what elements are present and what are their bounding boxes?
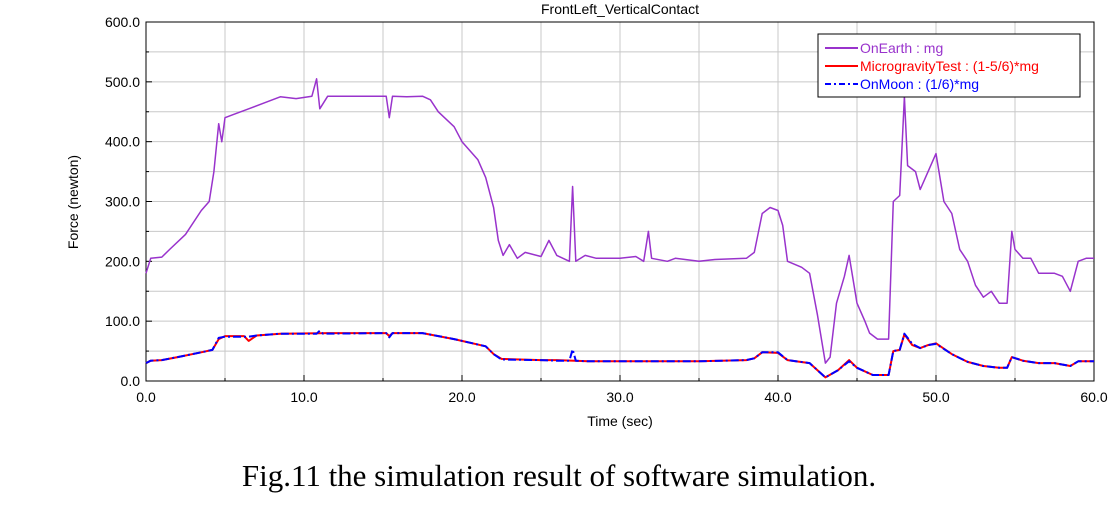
x-tick-label: 40.0 xyxy=(764,389,791,405)
legend-box xyxy=(817,33,1081,98)
y-axis-label: Force (newton) xyxy=(65,155,81,249)
series-layer xyxy=(145,78,1094,379)
series-line-1 xyxy=(145,78,1094,364)
y-tick-label: 300.0 xyxy=(105,194,140,210)
ticks: 0.0 10.0 20.0 30.0 40.0 50.0 60.0 0.0 100.0 200.0… xyxy=(105,14,1108,405)
x-tick-label: 10.0 xyxy=(290,389,317,405)
chart-title: FrontLeft_VerticalContact xyxy=(541,1,699,17)
figure-caption: Fig.11 the simulation result of software… xyxy=(241,458,877,493)
y-tick-label: 100.0 xyxy=(105,313,140,329)
x-tick-label: 50.0 xyxy=(922,389,949,405)
x-axis-label: Time (sec) xyxy=(587,413,653,429)
y-tick-label: 500.0 xyxy=(105,74,140,90)
legend-label: OnMoon : (1/6)*mg xyxy=(860,76,979,92)
x-tick-label: 30.0 xyxy=(606,389,633,405)
series-line-3 xyxy=(145,329,1094,379)
x-tick-label: 0.0 xyxy=(136,389,156,405)
x-tick-label: 20.0 xyxy=(448,389,475,405)
chart: 0.0 10.0 20.0 30.0 40.0 50.0 60.0 0.0 100.0 200.0… xyxy=(65,1,1108,429)
y-tick-label: 0.0 xyxy=(121,373,141,389)
y-tick-label: 600.0 xyxy=(105,14,140,30)
legend-label: MicrogravityTest : (1-5/6)*mg xyxy=(860,58,1039,74)
x-tick-label: 60.0 xyxy=(1080,389,1107,405)
legend-label: OnEarth : mg xyxy=(860,40,943,56)
y-tick-label: 200.0 xyxy=(105,253,140,269)
y-tick-label: 400.0 xyxy=(105,134,140,150)
legend: OnEarth : mg MicrogravityTest : (1-5/6)*m… xyxy=(817,33,1081,98)
